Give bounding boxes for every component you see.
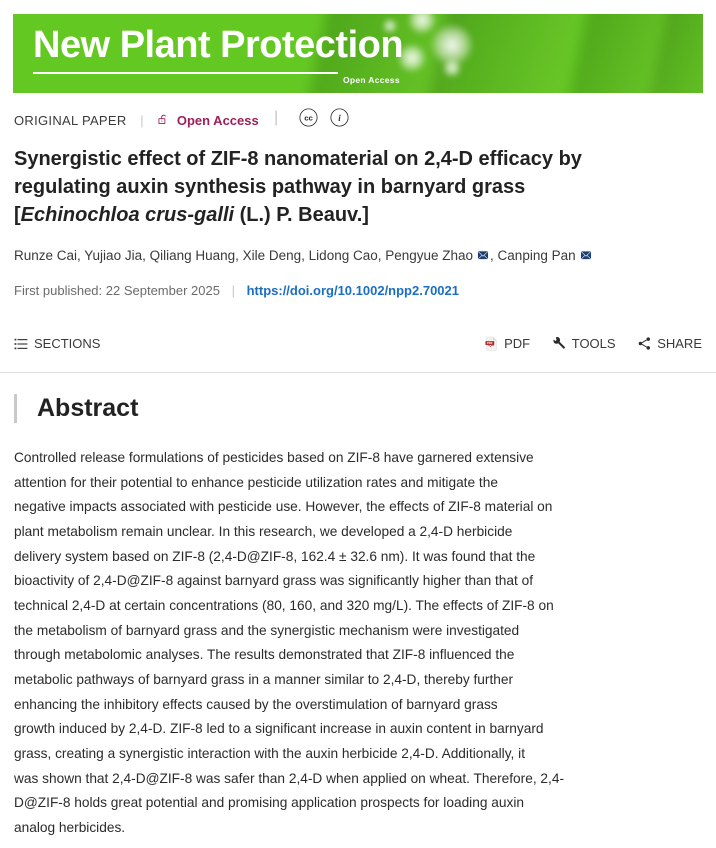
svg-text:i: i	[338, 113, 341, 123]
svg-text:PDF: PDF	[487, 341, 493, 345]
svg-text:cc: cc	[304, 113, 313, 122]
